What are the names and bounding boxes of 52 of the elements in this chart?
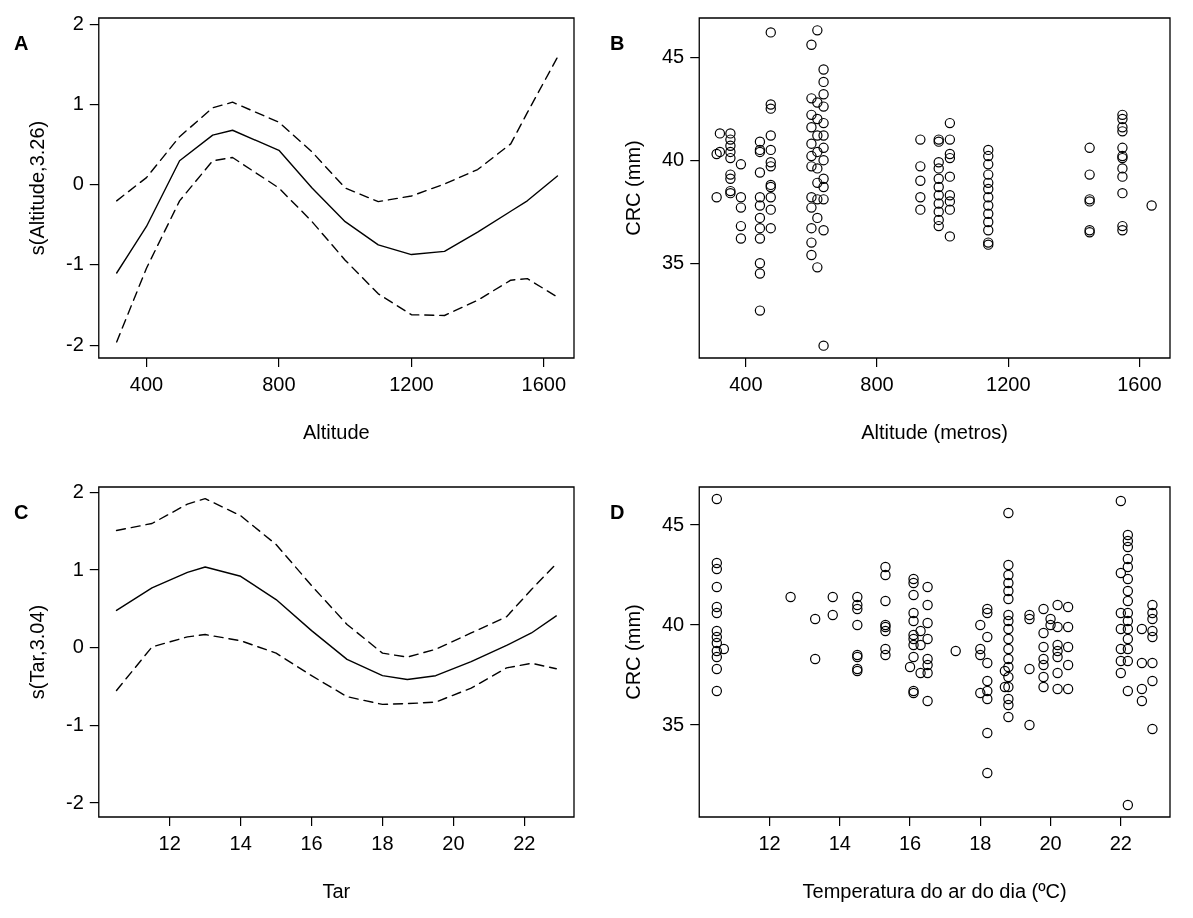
x-tick-label: 12	[158, 831, 181, 854]
x-tick-label: 1600	[1117, 372, 1162, 395]
y-tick-label: 2	[72, 479, 84, 502]
y-axis-title: CRC (mm)	[621, 604, 644, 700]
x-tick-label: 1600	[521, 372, 567, 395]
x-tick-label: 1200	[986, 372, 1031, 395]
x-tick-label: 20	[1039, 831, 1062, 854]
y-tick-label: 45	[662, 512, 685, 535]
text: B	[610, 31, 625, 54]
x-tick-label: 22	[1109, 831, 1132, 854]
line-series	[115, 633, 557, 706]
x-tick-label: 18	[969, 831, 992, 854]
x-tick-label: 800	[262, 372, 296, 395]
line-series	[115, 56, 559, 203]
y-tick-label: 1	[72, 557, 84, 580]
text: D	[610, 500, 625, 523]
x-tick-label: 800	[860, 372, 894, 395]
line-series	[115, 156, 559, 343]
x-tick-label: 16	[300, 831, 323, 854]
y-tick-label: 35	[662, 712, 685, 735]
x-tick-label: 18	[371, 831, 394, 854]
y-tick-label: 0	[72, 635, 84, 658]
y-tick-label: 45	[662, 44, 685, 67]
y-tick-label: -1	[65, 252, 84, 275]
y-tick-label: -2	[65, 332, 84, 355]
y-tick-label: 0	[72, 172, 84, 195]
line-series	[115, 497, 557, 658]
x-axis-title: Altitude (metros)	[861, 420, 1008, 443]
x-tick-label: 14	[828, 831, 851, 854]
y-axis-title: CRC (mm)	[621, 140, 644, 236]
y-tick-label: 35	[662, 250, 685, 273]
x-tick-label: 22	[513, 831, 536, 854]
x-tick-label: 400	[129, 372, 164, 395]
x-tick-label: 400	[729, 372, 763, 395]
text: C	[14, 500, 29, 523]
y-axis-title: s(Tar,3.04)	[25, 604, 48, 700]
y-tick-label: 40	[662, 147, 685, 170]
x-axis-title: Temperatura do ar do dia (ºC)	[802, 879, 1067, 902]
x-axis-title: Altitude	[303, 420, 370, 443]
y-axis-title: s(Altitude,3.26)	[25, 120, 48, 256]
x-axis-title: Tar	[322, 879, 351, 902]
y-tick-label: -1	[65, 712, 84, 735]
text: A	[14, 31, 29, 54]
y-tick-label: -2	[65, 790, 84, 813]
x-tick-label: 16	[898, 831, 922, 854]
y-tick-label: 40	[662, 612, 685, 635]
y-tick-label: 2	[72, 11, 84, 34]
x-tick-label: 20	[442, 831, 465, 854]
x-tick-label: 12	[758, 831, 781, 854]
y-tick-label: 1	[72, 92, 84, 115]
x-tick-label: 1200	[389, 372, 434, 395]
x-tick-label: 14	[229, 831, 252, 854]
